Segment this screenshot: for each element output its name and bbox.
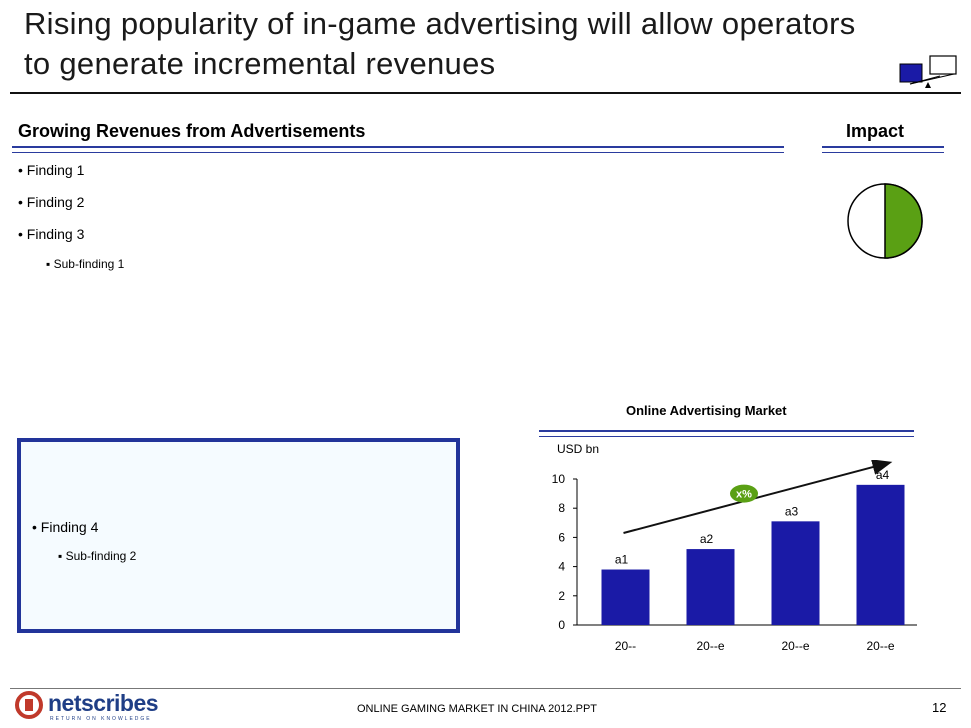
slide-title-line-2: to generate incremental revenues	[24, 46, 496, 81]
y-tick-label: 0	[558, 618, 565, 632]
growth-badge	[730, 484, 758, 503]
bar-data-label: a4	[876, 468, 890, 482]
footer-divider	[10, 688, 961, 689]
footer-document-name: ONLINE GAMING MARKET IN CHINA 2012.PPT	[357, 703, 598, 715]
section-heading: Growing Revenues from Advertisements	[18, 121, 366, 141]
finding-2: • Finding 2	[18, 194, 85, 210]
x-tick-label: 20--e	[781, 639, 809, 653]
section-heading-rule	[12, 146, 784, 153]
growth-label: x%	[736, 489, 752, 501]
chart-bars	[601, 484, 905, 625]
bar-data-label: a3	[785, 504, 799, 518]
finding-3: • Finding 3	[18, 226, 85, 242]
bar-data-label: a1	[615, 553, 629, 567]
bar-data-label: a2	[700, 532, 714, 546]
finding-4: • Finding 4	[32, 519, 99, 535]
chart-data-labels: a1 a2 a3 a4	[615, 468, 890, 567]
x-tick-label: 20--e	[866, 639, 894, 653]
bar	[601, 569, 650, 625]
chart-growth-arrow: x%	[623, 460, 893, 534]
chart-title-rule	[539, 430, 914, 437]
impact-heading: Impact	[846, 121, 905, 141]
impact-harvey-ball	[847, 183, 923, 259]
x-tick-label: 20--e	[696, 639, 724, 653]
chart-y-unit: USD bn	[557, 442, 600, 456]
y-tick-label: 6	[558, 530, 565, 544]
bar-chart: a1 a2 a3 a4 20-- 20--e 20--e 20--e 0 2 4 6 8 10 x%	[552, 460, 917, 653]
x-tick-label: 20--	[615, 639, 636, 653]
netscribes-logo-tagline: RETURN ON KNOWLEDGE	[50, 716, 152, 722]
highlight-box	[17, 438, 460, 633]
chart-y-tick-labels: 0 2 4 6 8 10	[552, 472, 566, 632]
page-number: 12	[932, 700, 947, 715]
netscribes-logo-icon	[15, 691, 43, 719]
impact-fill-segment	[884, 183, 923, 259]
y-tick-label: 4	[558, 560, 565, 574]
bar	[856, 484, 905, 625]
bar	[686, 549, 735, 625]
chart-x-tick-labels: 20-- 20--e 20--e 20--e	[615, 639, 895, 653]
sub-finding-2: ▪ Sub-finding 2	[58, 549, 137, 563]
impact-heading-rule	[822, 146, 944, 153]
y-tick-label: 8	[558, 501, 565, 515]
netscribes-logo-text: netscribes	[48, 690, 159, 716]
y-tick-label: 2	[558, 589, 565, 603]
chart-title: Online Advertising Market	[626, 403, 787, 418]
sub-finding-1: ▪ Sub-finding 1	[46, 257, 125, 271]
bar	[771, 521, 820, 625]
finding-1: • Finding 1	[18, 162, 85, 178]
title-divider	[10, 92, 961, 94]
slide-title-line-1: Rising popularity of in-game advertising…	[24, 6, 856, 41]
slide-title: Rising popularity of in-game advertising…	[24, 4, 924, 84]
presentation-screen-icon	[899, 55, 957, 88]
y-tick-label: 10	[552, 472, 566, 486]
